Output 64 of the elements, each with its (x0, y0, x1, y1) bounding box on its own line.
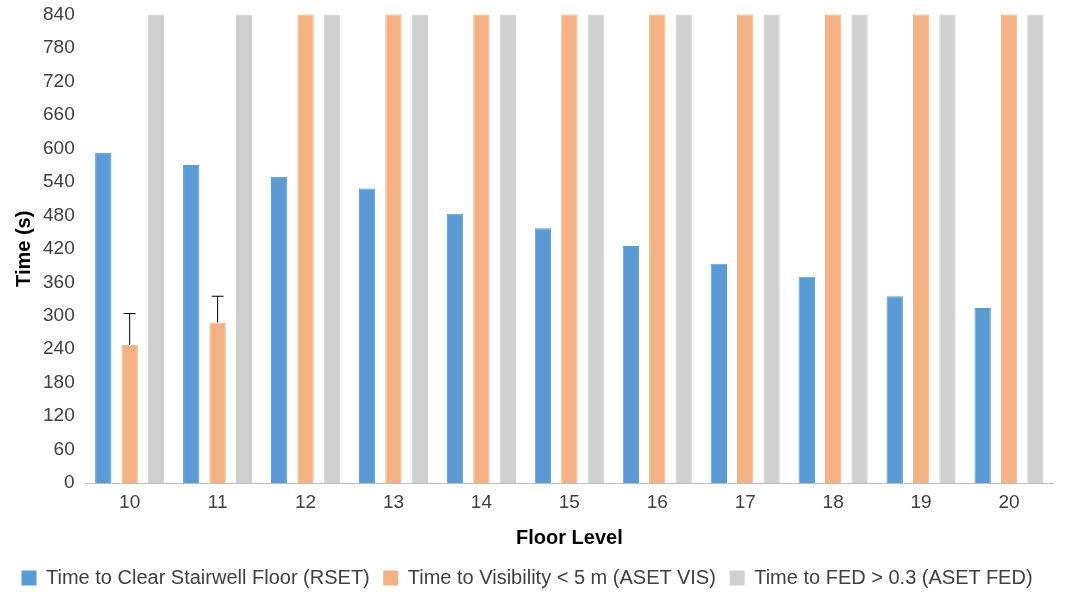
bar (270, 176, 288, 484)
bar (737, 14, 754, 484)
bar (121, 344, 138, 484)
y-tick-label: 120 (43, 404, 75, 426)
y-tick-label: 300 (43, 304, 75, 326)
bar (851, 14, 868, 484)
legend-label: Time to Clear Stairwell Floor (RSET) (46, 565, 370, 588)
bar (297, 14, 314, 484)
x-tick-label: 10 (119, 490, 141, 512)
y-tick-label: 180 (43, 370, 75, 392)
bar (95, 152, 112, 484)
y-tick-label: 480 (43, 203, 75, 225)
bar (912, 14, 930, 484)
y-tick-label: 420 (43, 237, 75, 259)
y-tick-label: 600 (43, 136, 75, 158)
x-tick-label: 11 (207, 490, 228, 512)
bar (561, 14, 578, 484)
bar (1000, 14, 1018, 484)
bar (147, 14, 165, 484)
bar (974, 307, 991, 484)
x-tick-label: 14 (470, 490, 493, 512)
x-axis-title: Floor Level (516, 525, 623, 548)
bar (473, 14, 490, 484)
bar (824, 14, 842, 484)
x-tick-label: 13 (382, 490, 405, 512)
y-tick-label: 240 (43, 337, 75, 359)
legend-label: Time to FED > 0.3 (ASET FED) (754, 565, 1033, 588)
x-tick-label: 15 (558, 490, 580, 512)
bar (235, 14, 253, 484)
bar (499, 14, 516, 484)
y-tick-label: 360 (43, 270, 75, 292)
y-axis-title: Time (s) (11, 210, 34, 287)
bar (1027, 14, 1044, 484)
y-tick-label: 0 (64, 471, 75, 493)
bar (710, 263, 728, 484)
bar (649, 14, 666, 484)
bar (411, 14, 429, 484)
bar (323, 14, 341, 484)
x-tick-label: 20 (998, 490, 1020, 512)
x-tick-label: 16 (646, 490, 668, 512)
bar (358, 188, 376, 484)
bar (763, 14, 780, 484)
x-tick-label: 19 (910, 490, 932, 512)
bar (183, 165, 200, 484)
bar (385, 14, 402, 484)
bar (587, 14, 604, 484)
y-tick-label: 720 (43, 69, 75, 91)
bar (675, 14, 692, 484)
bar (798, 276, 815, 484)
y-tick-label: 60 (53, 437, 75, 459)
bar (446, 213, 464, 484)
bar (534, 228, 552, 484)
y-tick-label: 540 (43, 170, 75, 192)
y-tick-label: 660 (43, 103, 75, 125)
bar (939, 14, 956, 484)
bar (886, 296, 903, 484)
x-tick-label: 17 (734, 490, 756, 512)
legend-label: Time to Visibility < 5 m (ASET VIS) (407, 565, 716, 588)
y-tick-label: 840 (43, 2, 75, 24)
bar (209, 322, 226, 484)
bar (622, 246, 640, 484)
y-tick-label: 780 (43, 36, 75, 58)
x-tick-label: 18 (822, 490, 844, 512)
x-tick-label: 12 (294, 490, 317, 512)
